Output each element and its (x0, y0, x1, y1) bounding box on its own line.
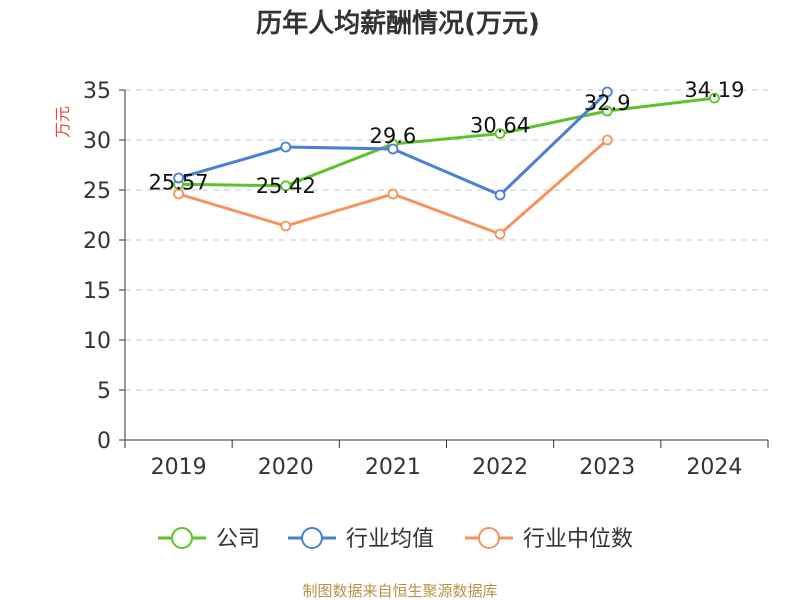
data-label: 34.19 (684, 78, 744, 102)
series-line-0 (178, 96, 715, 188)
data-point (494, 128, 506, 140)
data-point (601, 134, 613, 146)
data-label: 25.42 (256, 174, 316, 198)
data-point (601, 105, 613, 117)
data-label: 25.57 (149, 170, 209, 194)
legend-marker (478, 527, 500, 549)
data-label: 32.9 (584, 91, 631, 115)
data-point (280, 220, 292, 232)
y-tick-label: 10 (83, 329, 111, 354)
series-lines (173, 86, 720, 240)
data-point (494, 228, 506, 240)
data-point (280, 180, 292, 192)
y-tick-label: 0 (97, 429, 111, 454)
legend[interactable]: 公司 行业均值 行业中位数 (158, 527, 633, 552)
data-label: 30.64 (470, 114, 530, 138)
legend-label: 公司 (216, 527, 260, 552)
legend-item-0[interactable]: 公司 (158, 527, 260, 552)
data-point (387, 143, 399, 155)
legend-marker (301, 527, 323, 549)
data-point (280, 141, 292, 153)
chart-title: 历年人均薪酬情况(万元) (256, 8, 540, 39)
legend-label: 行业中位数 (523, 527, 633, 552)
source-note: 制图数据来自恒生聚源数据库 (302, 582, 497, 600)
data-point (173, 172, 184, 184)
legend-label: 行业均值 (346, 527, 434, 552)
x-tick-label: 2021 (365, 455, 421, 480)
x-tick-label: 2023 (579, 455, 635, 480)
legend-item-1[interactable]: 行业均值 (288, 527, 434, 552)
y-tick-label: 25 (83, 179, 111, 204)
axes: 0 5 10 15 20 25 30 35 2019 2020 2021 2022 2023 2024 (83, 79, 769, 480)
data-point (494, 189, 506, 201)
x-tick-label: 2020 (258, 455, 314, 480)
data-labels: 25.57 25.42 29.6 30.64 32.9 34.19 (149, 78, 745, 198)
data-point (173, 188, 184, 200)
y-tick-label: 35 (83, 79, 111, 104)
data-label: 29.6 (370, 124, 417, 148)
data-point (387, 188, 399, 200)
gridlines (125, 89, 768, 391)
y-tick-label: 30 (83, 129, 111, 154)
y-tick-label: 15 (83, 279, 111, 304)
x-tick-label: 2022 (472, 455, 528, 480)
data-point (709, 92, 720, 104)
x-tick-label: 2019 (151, 455, 207, 480)
legend-item-2[interactable]: 行业中位数 (465, 527, 633, 552)
y-tick-label: 20 (83, 229, 111, 254)
x-tick-label: 2024 (686, 455, 742, 480)
y-tick-label: 5 (97, 379, 111, 404)
legend-marker (171, 527, 193, 549)
y-axis-label: 万元 (53, 106, 72, 138)
data-point (601, 86, 613, 98)
